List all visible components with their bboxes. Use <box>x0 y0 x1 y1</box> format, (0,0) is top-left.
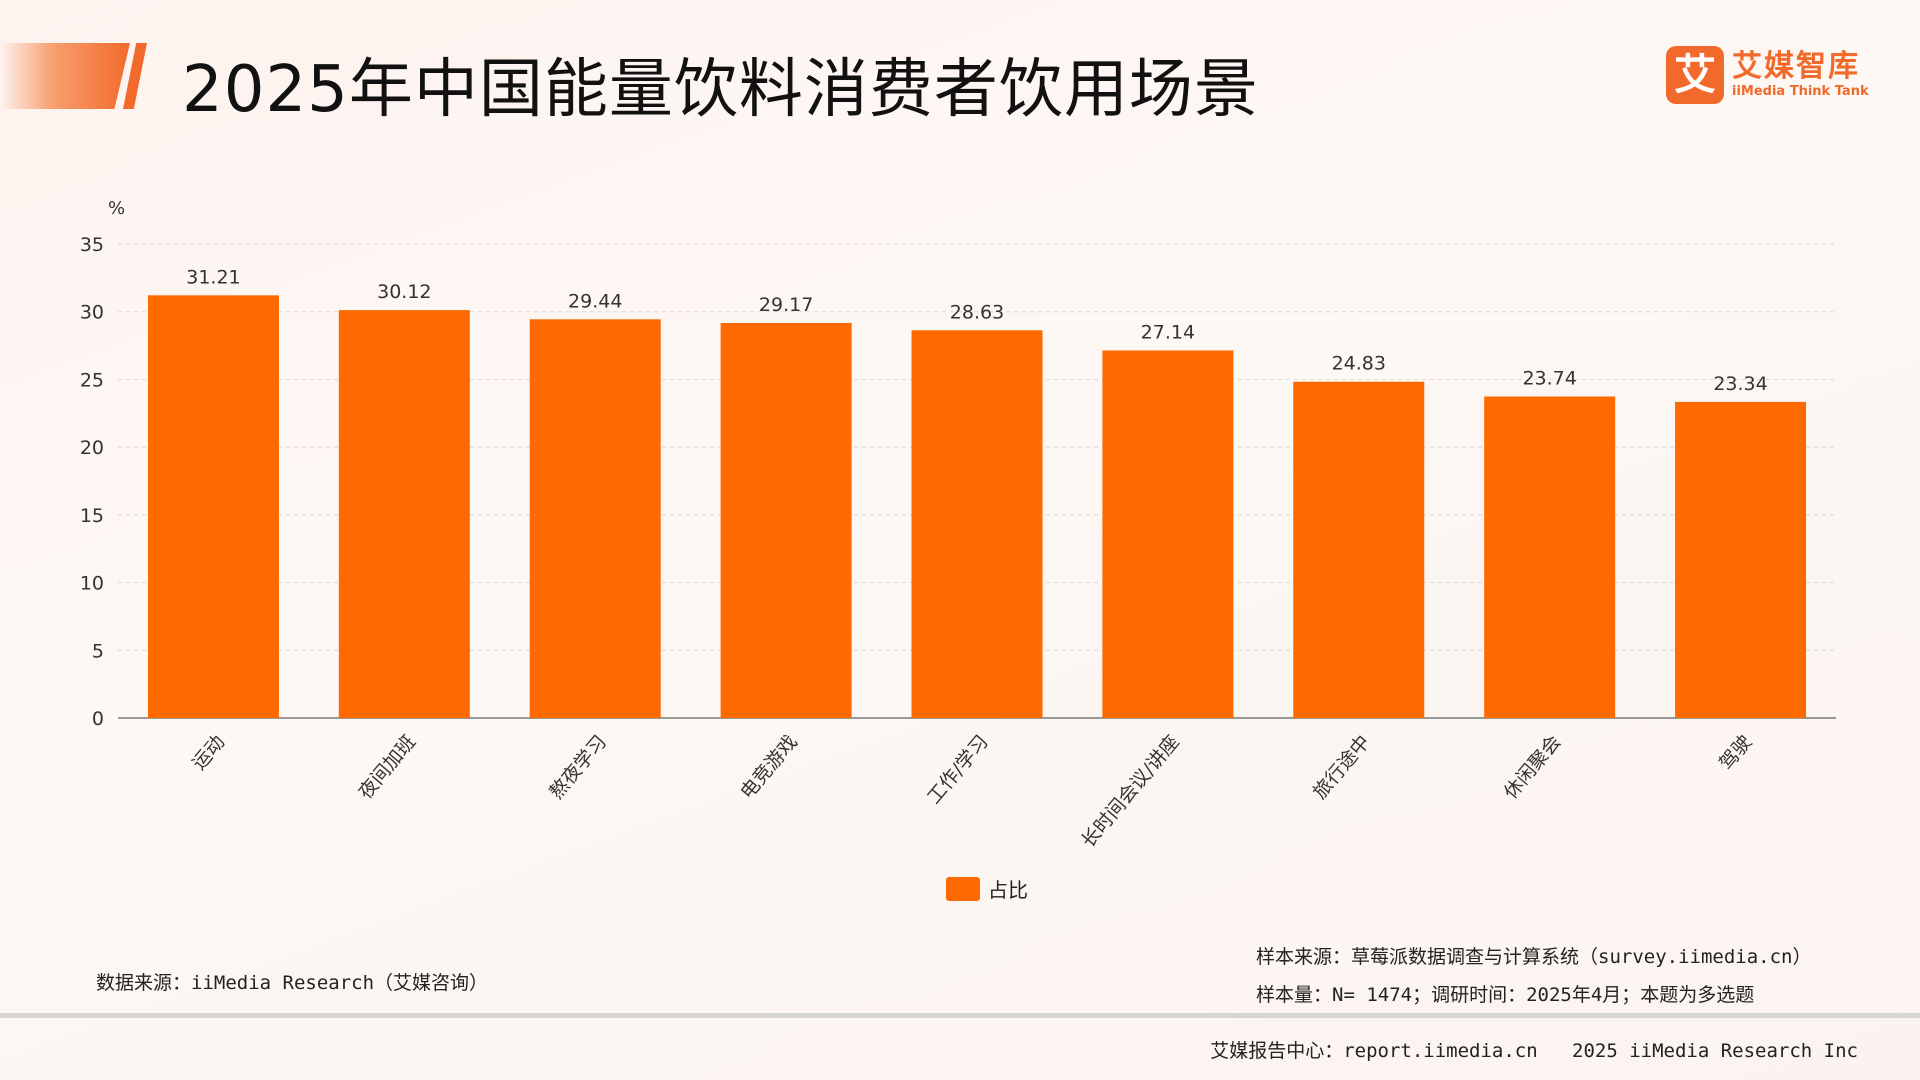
y-tick-label: 5 <box>92 640 104 662</box>
iimedia-logo: 艾 艾媒智库 iiMedia Think Tank <box>1666 46 1869 104</box>
bar <box>147 295 279 718</box>
legend-label: 占比 <box>988 878 1028 902</box>
page-title: 2025年中国能量饮料消费者饮用场景 <box>182 53 1259 127</box>
logo-mark-icon: 艾 <box>1666 46 1724 104</box>
data-label: 29.17 <box>759 294 813 316</box>
data-label: 31.21 <box>186 266 240 288</box>
bar <box>529 319 661 718</box>
y-tick-label: 15 <box>80 505 104 527</box>
bar <box>1484 396 1616 718</box>
y-tick-label: 30 <box>80 302 104 324</box>
bar <box>1102 350 1234 718</box>
bar <box>1293 381 1425 718</box>
sample-size: 样本量：N= 1474；调研时间：2025年4月；本题为多选题 <box>1256 984 1755 1006</box>
y-tick-label: 20 <box>80 437 104 459</box>
x-tick-label: 长时间会议/讲座 <box>1077 731 1183 852</box>
y-tick-label: 35 <box>80 234 104 256</box>
copyright: 2025 iiMedia Research Inc <box>1572 1040 1858 1062</box>
x-tick-label: 工作/学习 <box>923 731 993 808</box>
y-tick-label: 0 <box>92 708 104 730</box>
logo-name-en: iiMedia Think Tank <box>1732 84 1869 99</box>
y-tick-label: 25 <box>80 369 104 391</box>
legend-swatch <box>946 876 980 901</box>
y-tick-label: 10 <box>80 573 104 595</box>
data-label: 23.34 <box>1713 373 1767 395</box>
bar <box>720 322 852 718</box>
data-label: 23.74 <box>1522 367 1576 389</box>
x-tick-label: 电竞游戏 <box>736 731 802 803</box>
x-tick-label: 休闲聚会 <box>1500 731 1566 803</box>
sample-source: 样本来源：草莓派数据调查与计算系统（survey.iimedia.cn） <box>1256 946 1812 968</box>
logo-name-cn: 艾媒智库 <box>1732 49 1860 84</box>
bar <box>911 330 1043 718</box>
chart-legend: 占比 <box>946 874 1028 903</box>
title-accent-bar <box>0 43 130 109</box>
data-label: 27.14 <box>1141 321 1195 343</box>
data-source: 数据来源：iiMedia Research（艾媒咨询） <box>96 972 489 994</box>
x-tick-label: 夜间加班 <box>354 731 420 803</box>
bar <box>338 310 470 718</box>
report-center: 艾媒报告中心：report.iimedia.cn <box>1210 1040 1538 1062</box>
data-label: 28.63 <box>950 301 1004 323</box>
footer-text: 艾媒报告中心：report.iimedia.cn 2025 iiMedia Re… <box>1210 1036 1858 1063</box>
x-tick-label: 运动 <box>188 731 229 774</box>
data-label: 24.83 <box>1332 353 1386 375</box>
footer-divider <box>0 1013 1920 1018</box>
x-tick-label: 旅行途中 <box>1309 731 1375 803</box>
x-tick-label: 驾驶 <box>1715 731 1756 774</box>
bar <box>1675 401 1807 718</box>
logo-text: 艾媒智库 iiMedia Think Tank <box>1732 50 1869 100</box>
data-label: 30.12 <box>377 281 431 303</box>
data-label: 29.44 <box>568 290 622 312</box>
y-axis-unit: % <box>108 198 125 219</box>
x-tick-label: 熬夜学习 <box>545 731 611 803</box>
